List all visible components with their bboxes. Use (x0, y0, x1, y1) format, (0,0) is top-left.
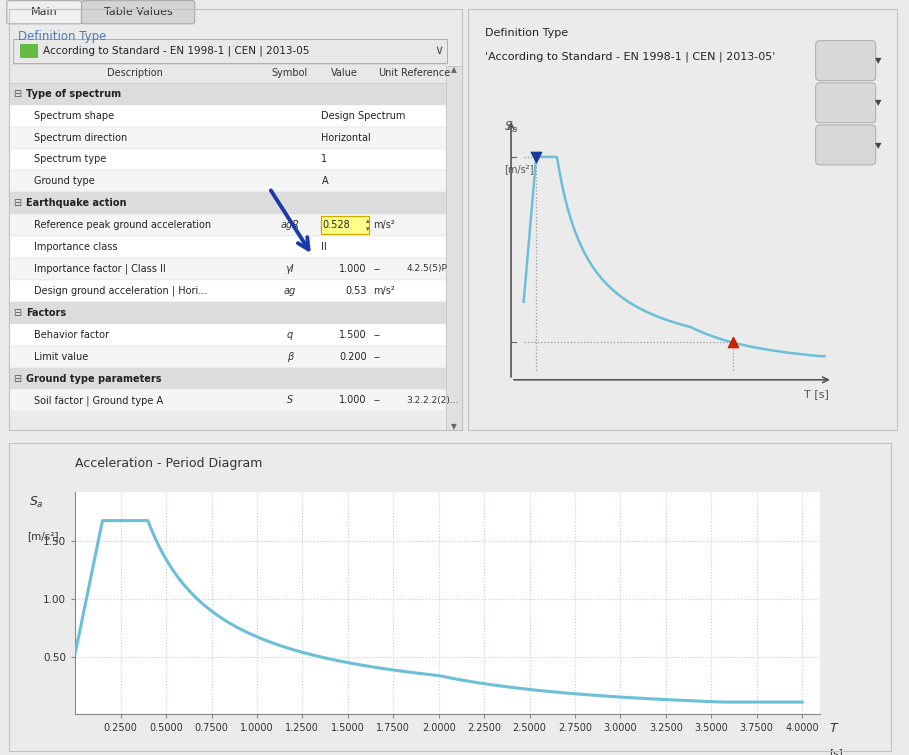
Text: m/s²: m/s² (374, 286, 395, 296)
Bar (9, 105, 446, 127)
Text: Limit value: Limit value (34, 352, 88, 362)
Text: Main: Main (31, 8, 57, 17)
Text: ⊟: ⊟ (14, 308, 22, 318)
Text: [m/s²]: [m/s²] (26, 532, 58, 541)
FancyBboxPatch shape (321, 217, 369, 234)
Text: Design Spectrum: Design Spectrum (322, 111, 405, 121)
Bar (9, 83, 446, 105)
Bar (9, 127, 446, 149)
Bar (446, 66, 462, 430)
Bar (9, 368, 446, 390)
Text: --: -- (374, 352, 381, 362)
Text: ▴: ▴ (366, 218, 370, 224)
Text: Horizontal: Horizontal (322, 133, 371, 143)
Text: ⊟: ⊟ (14, 374, 22, 384)
Text: Definition Type: Definition Type (485, 28, 568, 38)
Text: --: -- (374, 396, 381, 405)
Text: Symbol: Symbol (272, 68, 308, 79)
Text: Unit: Unit (378, 68, 398, 79)
Text: 1.000: 1.000 (339, 396, 366, 405)
Bar (9, 346, 446, 368)
Text: 1.500: 1.500 (339, 330, 366, 340)
Text: A: A (322, 177, 328, 186)
Text: 'According to Standard - EN 1998-1 | CEN | 2013-05': 'According to Standard - EN 1998-1 | CEN… (485, 51, 775, 62)
Text: Ground type parameters: Ground type parameters (26, 374, 162, 384)
Text: ▼: ▼ (874, 98, 881, 107)
Bar (9, 149, 446, 171)
Point (529, 151, 544, 163)
Text: 1: 1 (322, 155, 327, 165)
Text: 4.2.5(5)P: 4.2.5(5)P (406, 264, 447, 273)
Text: Ground type: Ground type (34, 177, 95, 186)
Text: 0.200: 0.200 (339, 352, 366, 362)
Text: Soil factor | Ground type A: Soil factor | Ground type A (34, 395, 163, 405)
Text: Table Values: Table Values (104, 8, 173, 17)
Text: Acceleration - Period Diagram: Acceleration - Period Diagram (75, 458, 263, 470)
Bar (9, 214, 446, 236)
Text: Spectrum type: Spectrum type (34, 155, 106, 165)
Text: ▼: ▼ (874, 140, 881, 149)
Text: --: -- (374, 264, 381, 274)
Text: 3.2.2.2(2)...: 3.2.2.2(2)... (406, 396, 459, 405)
Text: q: q (286, 330, 293, 340)
Text: Importance class: Importance class (34, 242, 117, 252)
Text: ▲: ▲ (451, 65, 456, 74)
Text: ▼: ▼ (451, 423, 456, 431)
FancyBboxPatch shape (7, 1, 82, 24)
Text: S: S (286, 396, 293, 405)
FancyBboxPatch shape (13, 39, 447, 63)
Text: ⊟: ⊟ (14, 89, 22, 99)
Text: agR: agR (280, 220, 299, 230)
Text: ▼: ▼ (874, 57, 881, 66)
Text: Behavior factor: Behavior factor (34, 330, 109, 340)
Text: β: β (286, 352, 293, 362)
Point (725, 337, 740, 349)
Bar (20, 44, 37, 57)
Text: [m/s²]: [m/s²] (504, 164, 534, 174)
Text: T [s]: T [s] (804, 390, 829, 399)
Bar (9, 324, 446, 346)
Text: $S_a$: $S_a$ (504, 120, 519, 135)
Bar (9, 390, 446, 411)
Text: Design ground acceleration | Hori...: Design ground acceleration | Hori... (34, 285, 207, 296)
FancyBboxPatch shape (815, 83, 875, 123)
FancyBboxPatch shape (815, 125, 875, 165)
Bar (9, 171, 446, 193)
Text: 1.000: 1.000 (339, 264, 366, 274)
Bar (9, 258, 446, 280)
Text: Spectrum direction: Spectrum direction (34, 133, 127, 143)
Text: Reference: Reference (401, 68, 450, 79)
Bar (9, 236, 446, 258)
Text: Definition Type: Definition Type (18, 30, 106, 43)
Text: II: II (322, 242, 327, 252)
Text: Importance factor | Class II: Importance factor | Class II (34, 263, 165, 274)
Text: Spectrum shape: Spectrum shape (34, 111, 115, 121)
Text: According to Standard - EN 1998-1 | CEN | 2013-05: According to Standard - EN 1998-1 | CEN … (43, 45, 309, 56)
Text: [s]: [s] (829, 748, 843, 755)
Bar (9, 302, 446, 324)
Text: --: -- (374, 330, 381, 340)
Bar (9, 280, 446, 302)
Bar (9, 64, 446, 83)
Text: $S_a$: $S_a$ (29, 495, 44, 510)
Text: ∨: ∨ (435, 45, 444, 57)
Text: Description: Description (107, 68, 163, 79)
FancyBboxPatch shape (82, 1, 195, 24)
Text: Reference peak ground acceleration: Reference peak ground acceleration (34, 220, 211, 230)
Text: Type of spectrum: Type of spectrum (26, 89, 122, 99)
Text: m/s²: m/s² (374, 220, 395, 230)
Text: ag: ag (284, 286, 295, 296)
Text: 0.53: 0.53 (345, 286, 366, 296)
Text: T: T (829, 722, 837, 735)
FancyBboxPatch shape (815, 41, 875, 81)
Text: γI: γI (285, 264, 295, 274)
Text: 0.528: 0.528 (322, 220, 350, 230)
Bar (9, 193, 446, 214)
Text: ⊟: ⊟ (14, 199, 22, 208)
Text: Factors: Factors (26, 308, 66, 318)
Text: Value: Value (331, 68, 357, 79)
Text: ▾: ▾ (366, 226, 370, 232)
Text: Earthquake action: Earthquake action (26, 199, 126, 208)
